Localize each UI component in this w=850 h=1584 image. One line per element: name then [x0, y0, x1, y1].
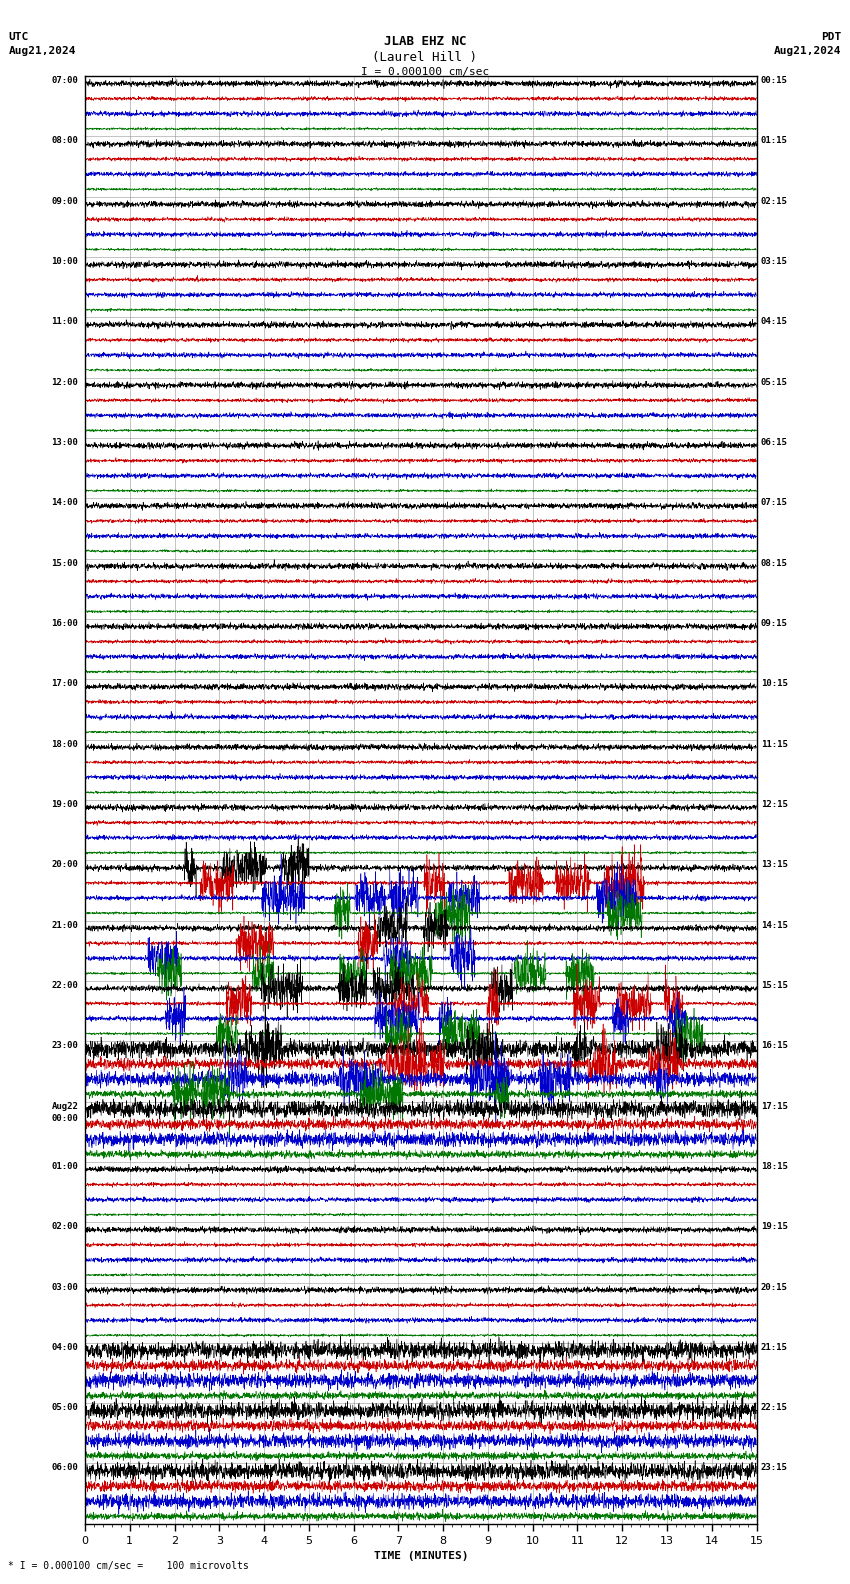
Text: 12:00: 12:00 — [51, 377, 78, 386]
Text: 20:15: 20:15 — [761, 1283, 788, 1291]
Text: 14:15: 14:15 — [761, 920, 788, 930]
Text: Aug21,2024: Aug21,2024 — [774, 46, 842, 55]
Text: 12:15: 12:15 — [761, 800, 788, 809]
Text: 09:15: 09:15 — [761, 619, 788, 627]
Text: 02:15: 02:15 — [761, 196, 788, 206]
Text: 19:00: 19:00 — [51, 800, 78, 809]
Text: 21:15: 21:15 — [761, 1343, 788, 1351]
Text: 11:15: 11:15 — [761, 740, 788, 749]
Text: 09:00: 09:00 — [51, 196, 78, 206]
Text: 13:00: 13:00 — [51, 437, 78, 447]
Text: 16:15: 16:15 — [761, 1041, 788, 1050]
Text: 10:00: 10:00 — [51, 257, 78, 266]
Text: 05:15: 05:15 — [761, 377, 788, 386]
Text: 23:15: 23:15 — [761, 1464, 788, 1473]
Text: 11:00: 11:00 — [51, 317, 78, 326]
Text: 23:00: 23:00 — [51, 1041, 78, 1050]
Text: 03:00: 03:00 — [51, 1283, 78, 1291]
Text: * I = 0.000100 cm/sec =    100 microvolts: * I = 0.000100 cm/sec = 100 microvolts — [8, 1562, 249, 1571]
Text: 17:15: 17:15 — [761, 1101, 788, 1110]
Text: 01:00: 01:00 — [51, 1163, 78, 1171]
Text: 19:15: 19:15 — [761, 1223, 788, 1231]
Text: 04:00: 04:00 — [51, 1343, 78, 1351]
Text: 21:00: 21:00 — [51, 920, 78, 930]
Text: 07:15: 07:15 — [761, 499, 788, 507]
Text: Aug21,2024: Aug21,2024 — [8, 46, 76, 55]
Text: 01:15: 01:15 — [761, 136, 788, 146]
Text: 04:15: 04:15 — [761, 317, 788, 326]
Text: 18:15: 18:15 — [761, 1163, 788, 1171]
Text: 16:00: 16:00 — [51, 619, 78, 627]
Text: 18:00: 18:00 — [51, 740, 78, 749]
Text: PDT: PDT — [821, 32, 842, 41]
Text: 00:15: 00:15 — [761, 76, 788, 86]
Text: I = 0.000100 cm/sec: I = 0.000100 cm/sec — [361, 67, 489, 76]
Text: 10:15: 10:15 — [761, 680, 788, 689]
Text: 17:00: 17:00 — [51, 680, 78, 689]
Text: UTC: UTC — [8, 32, 29, 41]
Text: 13:15: 13:15 — [761, 860, 788, 870]
X-axis label: TIME (MINUTES): TIME (MINUTES) — [373, 1551, 468, 1562]
Text: 08:00: 08:00 — [51, 136, 78, 146]
Text: 00:00: 00:00 — [51, 1114, 78, 1123]
Text: Aug22: Aug22 — [51, 1101, 78, 1110]
Text: 08:15: 08:15 — [761, 559, 788, 567]
Text: 03:15: 03:15 — [761, 257, 788, 266]
Text: 15:00: 15:00 — [51, 559, 78, 567]
Text: 05:00: 05:00 — [51, 1403, 78, 1413]
Text: (Laurel Hill ): (Laurel Hill ) — [372, 51, 478, 63]
Text: JLAB EHZ NC: JLAB EHZ NC — [383, 35, 467, 48]
Text: 02:00: 02:00 — [51, 1223, 78, 1231]
Text: 22:00: 22:00 — [51, 980, 78, 990]
Text: 22:15: 22:15 — [761, 1403, 788, 1413]
Text: 15:15: 15:15 — [761, 980, 788, 990]
Text: 20:00: 20:00 — [51, 860, 78, 870]
Text: 07:00: 07:00 — [51, 76, 78, 86]
Text: 06:00: 06:00 — [51, 1464, 78, 1473]
Text: 14:00: 14:00 — [51, 499, 78, 507]
Text: 06:15: 06:15 — [761, 437, 788, 447]
